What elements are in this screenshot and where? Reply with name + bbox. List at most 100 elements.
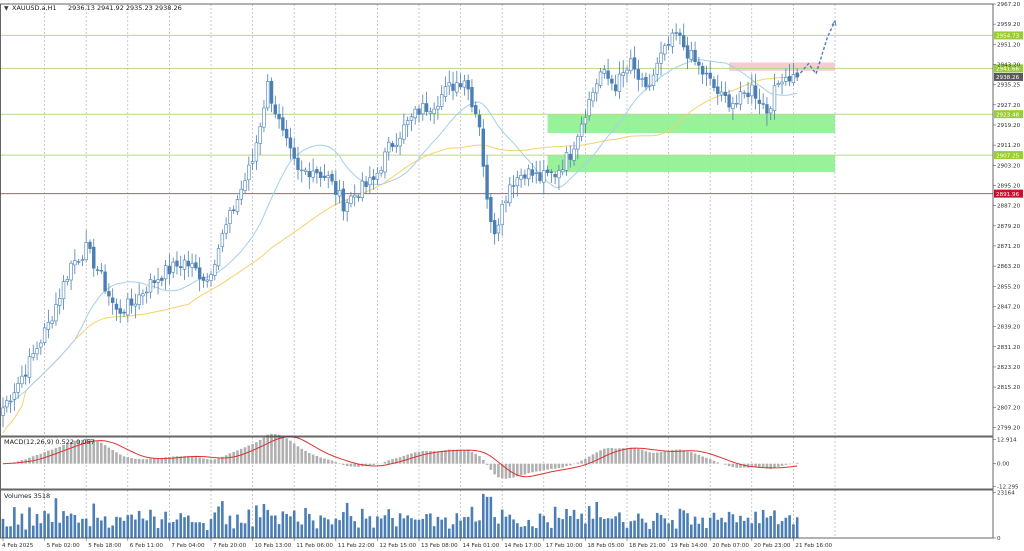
candle: [568, 145, 572, 168]
panel-frame: [0, 3, 994, 437]
candle: [443, 76, 448, 102]
candle: [561, 159, 565, 176]
candle-body: [345, 202, 349, 212]
candle-body: [95, 269, 100, 271]
price-tick-label: 2799.20: [997, 425, 1021, 431]
candle: [371, 168, 376, 190]
candle: [455, 70, 459, 97]
candle: [474, 101, 478, 118]
candle-body: [746, 92, 750, 97]
candle: [670, 28, 675, 54]
candle: [330, 170, 334, 185]
price-tick-label: 2831.20: [997, 345, 1021, 351]
candle: [231, 205, 236, 214]
candle: [141, 289, 145, 306]
candle-body: [424, 103, 429, 112]
candle: [284, 120, 289, 147]
candle: [375, 167, 380, 185]
candle: [708, 61, 712, 86]
candle-body: [595, 83, 599, 94]
candle-body: [750, 84, 754, 97]
price-tick-label: 2903.20: [997, 163, 1021, 169]
price-tick-label: 2855.20: [997, 284, 1021, 290]
candle-body: [179, 266, 183, 268]
candle-body: [390, 143, 395, 147]
candle-body: [114, 303, 119, 310]
candle: [557, 164, 561, 190]
candle-body: [156, 279, 160, 283]
candle: [413, 105, 417, 125]
candle: [163, 259, 168, 290]
candle: [288, 127, 293, 160]
candle-body: [769, 108, 773, 114]
candle-body: [640, 78, 644, 80]
candle: [591, 87, 595, 108]
candle-body: [587, 99, 591, 117]
panel-frame: [0, 436, 994, 490]
candle: [239, 180, 243, 206]
candle-body: [402, 124, 406, 140]
candle: [625, 66, 629, 83]
candle-body: [76, 261, 81, 263]
candle: [432, 102, 436, 125]
candle: [277, 103, 281, 129]
price-tick-label: 2847.20: [997, 304, 1021, 310]
candle-body: [462, 80, 467, 88]
candle-body: [379, 169, 383, 174]
candle: [545, 165, 550, 177]
candle: [262, 100, 266, 133]
candle-body: [477, 114, 482, 128]
candle-body: [266, 81, 270, 109]
candle-body: [216, 248, 221, 267]
red-zone: [729, 62, 835, 71]
candle: [318, 166, 323, 187]
candle: [133, 293, 138, 319]
time-label: 4 Feb 2025: [2, 543, 34, 549]
price-tick-label: 2959.20: [997, 22, 1021, 28]
time-label: 11 Feb 06:00: [296, 543, 333, 549]
candle: [315, 166, 319, 184]
price-tick-label: 2839.20: [997, 325, 1021, 331]
candle-body: [613, 84, 618, 92]
candle-body: [269, 80, 274, 104]
candle: [182, 254, 187, 280]
price-tick-label: 2887.20: [997, 204, 1021, 210]
level-label-bg: [994, 110, 1023, 119]
candle: [300, 160, 304, 183]
candle: [247, 156, 251, 191]
candle: [689, 41, 693, 63]
candle-body: [315, 169, 319, 174]
price-tick-label: 2815.20: [997, 385, 1021, 391]
candle: [666, 36, 671, 51]
candle: [12, 383, 17, 411]
macd-tick-label: 12.914: [997, 437, 1017, 443]
candle: [160, 275, 164, 287]
candle: [8, 394, 13, 413]
candle-body: [549, 171, 554, 173]
candle: [394, 133, 399, 153]
candle-body: [583, 117, 588, 125]
candle: [126, 293, 130, 323]
price-tick-label: 2967.20: [997, 2, 1021, 8]
candle-body: [784, 77, 788, 82]
candle-body: [107, 291, 111, 297]
candle-body: [387, 141, 391, 153]
candle: [65, 275, 69, 286]
candle-body: [243, 180, 247, 191]
horizontal-levels[interactable]: 2954.73 2941.66 2923.48 2907.25 2891.96: [0, 31, 1023, 198]
candle: [610, 74, 614, 91]
candle-body: [50, 320, 54, 324]
price-tick-label: 2879.20: [997, 224, 1021, 230]
candle: [549, 169, 554, 184]
price-tick-label: 2927.20: [997, 103, 1021, 109]
candle: [250, 149, 255, 170]
candle-body: [428, 111, 433, 114]
candle-body: [557, 170, 561, 179]
level-label-bg: [994, 64, 1023, 73]
header-arrow-icon[interactable]: ▼: [4, 5, 9, 12]
candle-body: [277, 113, 281, 120]
candle-body: [341, 188, 346, 212]
candle: [148, 273, 153, 299]
price-tick-label: 2943.20: [997, 62, 1021, 68]
